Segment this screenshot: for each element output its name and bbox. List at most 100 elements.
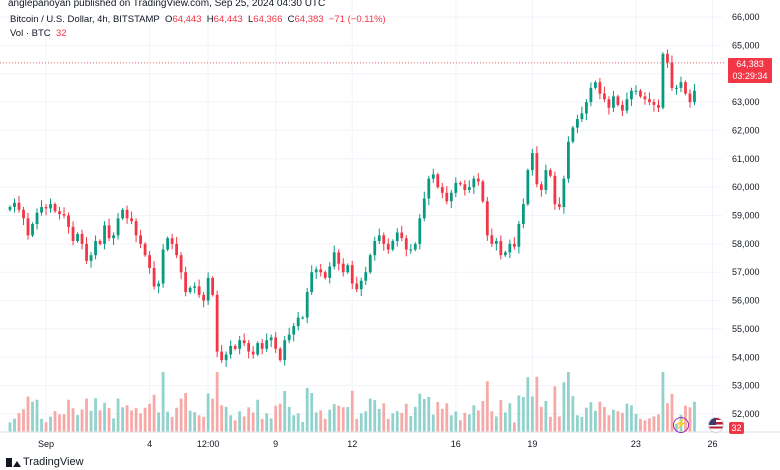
- candle-body: [648, 99, 651, 103]
- open-label: O: [165, 14, 173, 25]
- candle-body: [283, 340, 287, 361]
- volume-bar: [274, 405, 278, 432]
- candle-body: [499, 241, 503, 256]
- volume-bar: [499, 400, 503, 432]
- volume-bar: [490, 411, 494, 432]
- candle-body: [287, 334, 291, 341]
- price-tick-label: 65,000: [732, 40, 760, 50]
- time-axis[interactable]: Sep 4 12:00 9 12 16 19 23 26: [0, 431, 780, 449]
- volume-bar: [238, 411, 242, 432]
- candle-body: [121, 209, 124, 219]
- volume-bar: [427, 397, 431, 432]
- volume-bar: [193, 412, 197, 432]
- close-label: C: [287, 14, 295, 25]
- volume-bar: [454, 411, 458, 432]
- volume-bar: [287, 406, 291, 432]
- volume-bar: [89, 410, 93, 432]
- open-value: 64,443: [172, 14, 202, 25]
- volume-bar: [503, 412, 507, 432]
- candle-body: [643, 96, 647, 100]
- candle-body: [242, 340, 246, 344]
- volume-bar: [166, 411, 170, 432]
- candle-body: [391, 241, 395, 250]
- candle-body: [386, 243, 390, 250]
- price-tick-label: 66,000: [732, 12, 760, 22]
- candle-body: [603, 93, 606, 100]
- volume-bar: [364, 411, 368, 432]
- volume-bar: [296, 413, 300, 432]
- volume-legend: Vol · BTC 32: [10, 28, 67, 39]
- volume-bar: [139, 413, 142, 432]
- candle-body: [409, 249, 413, 251]
- candle-body: [211, 277, 215, 295]
- candle-body: [503, 252, 507, 256]
- volume-bar: [332, 404, 336, 432]
- candle-body: [143, 243, 147, 256]
- volume-bar: [44, 422, 48, 432]
- candle-body: [157, 283, 160, 287]
- price-tick-label: 52,000: [732, 409, 760, 419]
- candle-body: [490, 235, 494, 244]
- lightning-icon[interactable]: ⚡: [673, 417, 689, 433]
- volume-label[interactable]: Vol · BTC: [10, 28, 51, 39]
- volume-bar: [103, 402, 106, 432]
- volume-bar: [67, 399, 70, 432]
- candle-body: [332, 252, 336, 267]
- candle-body: [594, 82, 597, 88]
- volume-bar: [594, 410, 597, 432]
- candle-body: [319, 269, 323, 273]
- volume-bar: [130, 410, 133, 432]
- candle-body: [350, 265, 354, 284]
- candle-body: [224, 354, 228, 361]
- last-price-tag: 64,383 03:29:34: [728, 57, 772, 83]
- volume-bar: [445, 403, 449, 432]
- candle-body: [530, 153, 534, 171]
- volume-bar: [58, 414, 61, 432]
- candle-body: [481, 181, 485, 202]
- us-flag-icon[interactable]: [708, 417, 724, 433]
- time-tick-label: 23: [631, 439, 641, 449]
- volume-bar: [562, 382, 566, 432]
- candle-body: [585, 102, 588, 114]
- price-tick-label: 60,000: [732, 182, 760, 192]
- candle-body: [693, 90, 696, 103]
- candle-body: [458, 182, 462, 185]
- candle-body: [368, 255, 372, 273]
- candle-body: [625, 99, 629, 111]
- candle-body: [296, 317, 300, 327]
- volume-bar: [436, 401, 440, 432]
- volume-bar: [355, 418, 359, 432]
- candle-body: [58, 211, 61, 215]
- candle-body: [184, 272, 188, 293]
- volume-bar: [134, 408, 138, 432]
- price-tick-label: 58,000: [732, 239, 760, 249]
- volume-bar: [666, 403, 669, 432]
- volume-bar: [449, 415, 453, 432]
- volume-bar: [269, 418, 273, 432]
- candle-body: [535, 153, 539, 185]
- candle-body: [566, 141, 570, 179]
- candle-body: [395, 232, 399, 242]
- candle-body: [612, 96, 615, 108]
- volume-bar: [112, 418, 115, 432]
- volume-bar: [125, 405, 129, 432]
- candle-body: [161, 249, 165, 284]
- candle-body: [98, 241, 102, 244]
- volume-bar: [148, 403, 151, 432]
- volume-bar: [634, 414, 638, 432]
- volume-value: 32: [55, 28, 67, 39]
- candle-body: [652, 102, 656, 105]
- candle-body: [188, 287, 192, 293]
- volume-bar: [368, 398, 372, 432]
- volume-bar: [283, 391, 287, 432]
- candle-body: [382, 235, 386, 244]
- candle-body: [571, 127, 575, 142]
- price-tick-label: 57,000: [732, 267, 760, 277]
- symbol-title[interactable]: Bitcoin / U.S. Dollar, 4h, BITSTAMP: [10, 14, 160, 25]
- candle-body: [512, 243, 516, 247]
- volume-bar: [310, 393, 314, 432]
- volume-bar: [476, 410, 480, 432]
- volume-bar: [589, 402, 593, 432]
- price-tick-label: 59,000: [732, 211, 760, 221]
